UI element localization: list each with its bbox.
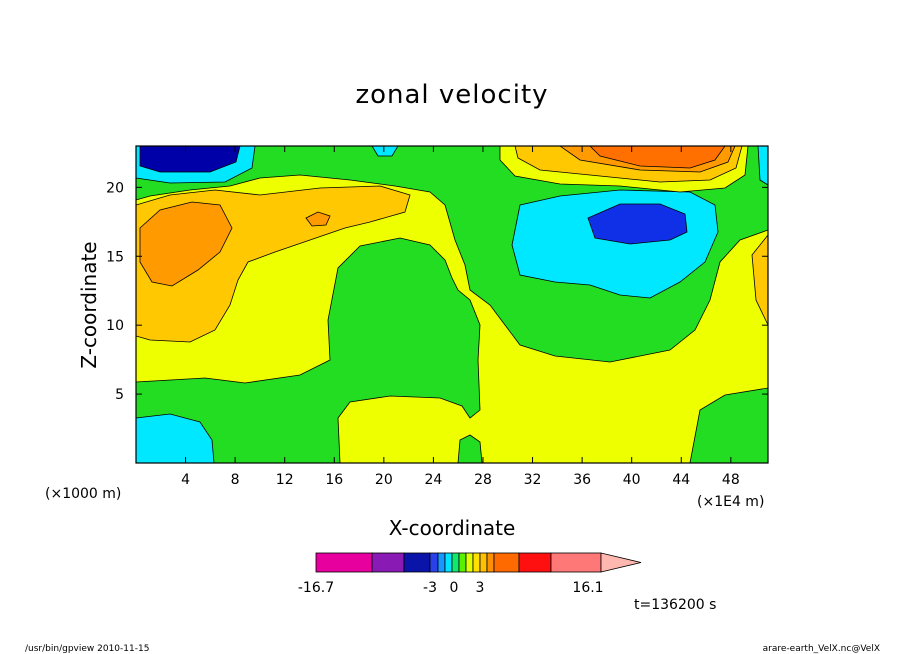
- contour-gold-right-edge: [751, 234, 768, 326]
- contour-orange-small: [305, 211, 331, 227]
- x-tick-label: 40: [623, 472, 641, 488]
- contour-orange-left: [139, 201, 233, 287]
- x-tick-label: 32: [524, 472, 542, 488]
- colorbar-segment: [465, 552, 474, 573]
- y-tick-label: 5: [115, 387, 124, 403]
- x-axis-title: X-coordinate: [389, 516, 516, 540]
- x-tick-label: 36: [573, 472, 591, 488]
- colorbar-segment: [371, 552, 405, 573]
- colorbar-segment: [472, 552, 481, 573]
- contour-green-bottom: [136, 237, 481, 463]
- contour-cyan-lower-left: [136, 413, 215, 463]
- footer-right: arare-earth_VelX.nc@VelX: [763, 644, 880, 654]
- x-tick-label: 8: [231, 472, 240, 488]
- colorbar-segment: [486, 552, 495, 573]
- colorbar-segment: [444, 552, 453, 573]
- colorbar-label-neg3: -3: [423, 580, 437, 596]
- contour-darkorange-top-right: [589, 146, 726, 169]
- y-unit-label: (×1000 m): [45, 486, 121, 502]
- x-axis: 4 8 12 16 20 24 28 32 36 40 44 48: [181, 146, 740, 488]
- contour-cyan-top-mid: [371, 146, 399, 157]
- x-tick-label: 44: [672, 472, 690, 488]
- chart-title: zonal velocity: [355, 80, 548, 110]
- contour-darkblue-top-left: [139, 146, 241, 173]
- colorbar-max-label: 16.1: [572, 580, 603, 596]
- contour-green-lower-right: [689, 387, 768, 463]
- x-unit-label: (×1E4 m): [697, 494, 764, 510]
- x-tick-label: 28: [474, 472, 492, 488]
- colorbar-segment: [403, 552, 431, 573]
- x-tick-label: 48: [722, 472, 740, 488]
- y-axis: 5 10 15 20: [106, 180, 768, 403]
- y-tick-label: 10: [106, 318, 124, 334]
- y-axis-title: Z-coordinate: [77, 241, 101, 368]
- time-label: t=136200 s: [634, 597, 716, 613]
- colorbar-segment: [550, 552, 602, 573]
- contour-green-spike: [457, 434, 483, 463]
- x-tick-label: 24: [424, 472, 442, 488]
- colorbar-segment: [479, 552, 488, 573]
- contour-blue-core: [587, 203, 688, 245]
- footer-left: /usr/bin/gpview 2010-11-15: [25, 644, 149, 654]
- colorbar-segment: [451, 552, 460, 573]
- y-tick-label: 15: [106, 249, 124, 265]
- x-tick-label: 12: [276, 472, 294, 488]
- colorbar: [315, 552, 642, 573]
- contour-cyan-top-right: [757, 146, 768, 186]
- plot-frame: [135, 145, 769, 464]
- colorbar-segment: [518, 552, 552, 573]
- x-tick-label: 16: [325, 472, 343, 488]
- colorbar-label-3: 3: [476, 580, 485, 596]
- colorbar-label-0: 0: [450, 580, 459, 596]
- y-tick-label: 20: [106, 180, 124, 196]
- colorbar-segment: [493, 552, 520, 573]
- colorbar-min-label: -16.7: [298, 580, 334, 596]
- colorbar-segment: [429, 552, 439, 573]
- contour-field: [136, 146, 768, 463]
- x-tick-label: 4: [181, 472, 190, 488]
- x-tick-label: 20: [375, 472, 393, 488]
- colorbar-segment: [315, 552, 373, 573]
- colorbar-segment: [458, 552, 467, 573]
- colorbar-extension: [600, 552, 642, 573]
- colorbar-segment: [437, 552, 446, 573]
